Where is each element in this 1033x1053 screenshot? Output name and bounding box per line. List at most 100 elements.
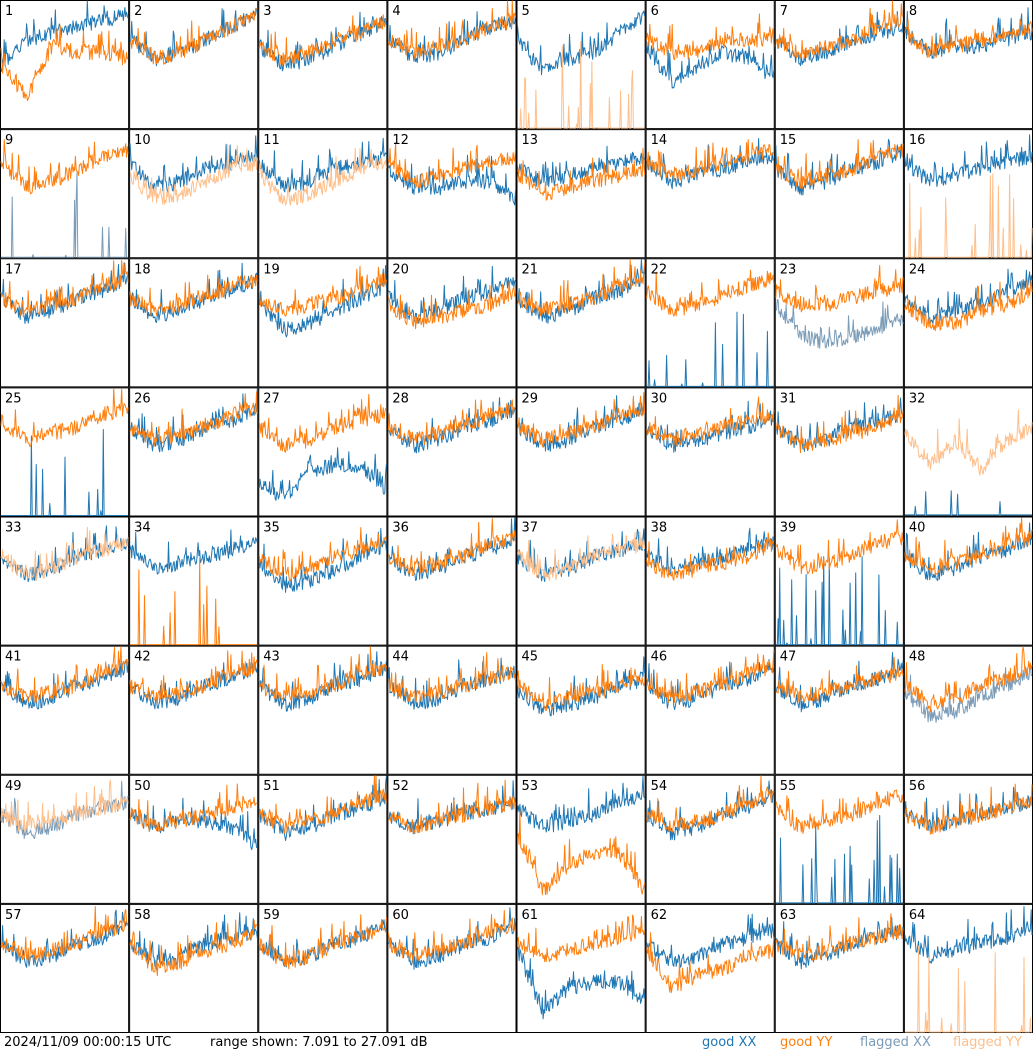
panel-label: 62 [651, 908, 668, 923]
panel-frame [516, 645, 646, 775]
panel-37: 37 [516, 516, 646, 646]
panel-label: 34 [134, 521, 151, 536]
series-xx-good [646, 311, 774, 387]
series-yy-good [646, 775, 775, 833]
series-xx-good [646, 138, 775, 190]
panel-label: 40 [909, 521, 926, 536]
panel-label: 7 [780, 4, 788, 19]
panel-10: 10 [129, 129, 259, 259]
panel-23: 23 [774, 258, 904, 388]
panel-frame [258, 645, 388, 775]
panel-label: 24 [909, 262, 926, 277]
series-yy-good [387, 281, 516, 330]
panel-frame [0, 645, 130, 775]
panel-19: 19 [258, 258, 388, 388]
panel-29: 29 [516, 387, 646, 517]
series-yy-good [775, 0, 903, 60]
panel-label: 11 [263, 133, 280, 148]
panel-label: 9 [5, 133, 13, 148]
panel-36: 36 [387, 516, 517, 646]
panel-47: 47 [774, 645, 904, 775]
panel-43: 43 [258, 645, 388, 775]
panel-31: 31 [774, 387, 904, 517]
series-xx-good [258, 447, 387, 501]
panel-61: 61 [516, 903, 646, 1033]
series-yy-good [129, 391, 258, 447]
series-xx-good [387, 11, 516, 64]
panel-label: 26 [134, 391, 151, 406]
series-xx-good [387, 265, 516, 324]
panel-15: 15 [774, 129, 904, 259]
panel-label: 20 [392, 262, 409, 277]
series-xx-good [258, 264, 387, 338]
panel-label: 16 [909, 133, 926, 148]
series-xx-good [387, 154, 516, 206]
panel-frame [516, 129, 646, 259]
series-yy-good [517, 258, 646, 317]
panel-frame [258, 903, 388, 1033]
panel-label: 41 [5, 650, 22, 665]
legend-good-yy: good YY [780, 1035, 833, 1050]
series-yy-good [775, 139, 904, 190]
series-yy-good [904, 646, 1033, 713]
panel-42: 42 [129, 645, 259, 775]
panel-frame [129, 129, 259, 259]
panel-label: 32 [909, 391, 926, 406]
panel-39: 39 [774, 516, 904, 646]
panel-label: 64 [909, 908, 926, 923]
panel-label: 22 [651, 262, 668, 277]
panel-label: 4 [392, 4, 400, 19]
panel-14: 14 [645, 129, 775, 259]
panel-33: 33 [0, 516, 130, 646]
panel-2: 2 [129, 0, 259, 130]
panel-52: 52 [387, 774, 517, 904]
panel-6: 6 [645, 0, 775, 130]
panel-frame [645, 645, 775, 775]
series-xx-good [0, 0, 129, 72]
panel-label: 60 [392, 908, 409, 923]
panel-41: 41 [0, 645, 130, 775]
panel-frame [516, 903, 646, 1033]
panel-56: 56 [903, 774, 1033, 904]
panel-64: 64 [903, 903, 1033, 1033]
series-yy-good [0, 260, 129, 318]
panel-label: 42 [134, 650, 151, 665]
series-xx-good [129, 8, 258, 67]
panel-label: 49 [5, 779, 22, 794]
panel-16: 16 [903, 129, 1033, 259]
series-yy-good [646, 396, 775, 448]
panel-label: 18 [134, 262, 151, 277]
series-xx-good [775, 556, 903, 646]
series-yy-good [387, 652, 516, 704]
series-yy-good [775, 656, 904, 703]
panel-frame [774, 903, 904, 1033]
series-yy-good [517, 810, 646, 896]
panel-frame [387, 774, 517, 904]
series-xx-flagged [1, 172, 129, 258]
series-yy-good [517, 914, 646, 963]
panel-7: 7 [774, 0, 904, 130]
series-yy-flagged [129, 144, 258, 205]
panel-frame [903, 516, 1033, 646]
series-yy-good [775, 789, 904, 834]
panel-12: 12 [387, 129, 517, 259]
series-yy-flagged [904, 945, 1032, 1033]
panel-frame [129, 774, 259, 904]
series-yy-good [646, 139, 775, 182]
series-xx-good [129, 388, 258, 453]
panel-label: 54 [651, 779, 668, 794]
series-xx-good [258, 137, 387, 193]
panel-label: 58 [134, 908, 151, 923]
panel-frame [0, 516, 130, 646]
series-yy-good [646, 269, 775, 317]
panel-label: 15 [780, 133, 797, 148]
panel-label: 50 [134, 779, 151, 794]
panel-label: 35 [263, 521, 280, 536]
timestamp: 2024/11/09 00:00:15 UTC [4, 1035, 172, 1050]
panel-frame [774, 645, 904, 775]
series-yy-good [129, 274, 258, 317]
panel-label: 55 [780, 779, 797, 794]
footer: 2024/11/09 00:00:15 UTC range shown: 7.0… [0, 1033, 1033, 1053]
panel-frame [645, 387, 775, 517]
